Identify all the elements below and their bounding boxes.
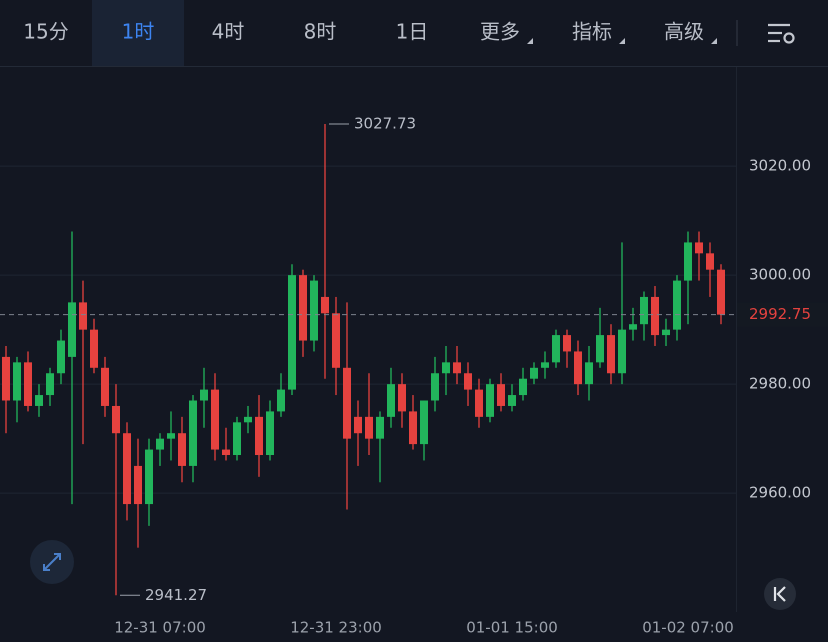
candle-body xyxy=(13,362,21,401)
extreme-label: 2941.27 xyxy=(145,586,207,604)
tab-label[interactable]: 高级 xyxy=(664,20,704,44)
candle-body xyxy=(178,433,186,466)
candle-body xyxy=(57,340,65,374)
tab-label[interactable]: 8时 xyxy=(304,20,337,44)
tab-label[interactable]: 4时 xyxy=(212,20,245,44)
candle-body xyxy=(486,384,494,417)
candle-body xyxy=(332,313,340,368)
candle-body xyxy=(134,465,142,505)
extreme-label: 3027.73 xyxy=(354,114,416,132)
tab-label[interactable]: 1时 xyxy=(122,20,155,44)
last-price-box xyxy=(737,302,828,327)
candle-body xyxy=(607,335,615,374)
candle-body xyxy=(541,362,549,368)
candle-body xyxy=(222,449,230,456)
candle-body xyxy=(552,335,560,363)
candle-body xyxy=(409,411,417,445)
candle-body xyxy=(365,416,373,439)
candle-body xyxy=(420,400,428,445)
last-price-label: 2992.75 xyxy=(749,305,811,323)
candle-body xyxy=(277,389,285,412)
candle-body xyxy=(2,356,10,401)
y-tick-label: 2960.00 xyxy=(749,484,811,502)
candle-body xyxy=(233,422,241,456)
candle-body xyxy=(376,416,384,439)
selected-tab-bg xyxy=(92,0,184,66)
candle-body xyxy=(431,373,439,401)
candle-body xyxy=(200,389,208,401)
candle-body xyxy=(530,367,538,379)
candle-body xyxy=(651,296,659,336)
expand-button[interactable] xyxy=(30,540,74,584)
candle-body xyxy=(310,280,318,341)
candle-body xyxy=(629,324,637,330)
x-tick-label: 01-01 15:00 xyxy=(466,619,558,637)
y-tick-label: 3000.00 xyxy=(749,266,811,284)
candle-body xyxy=(684,242,692,281)
candle-body xyxy=(68,302,76,357)
candle-body xyxy=(354,416,362,434)
candle-body xyxy=(387,384,395,417)
candle-body xyxy=(288,275,296,390)
candle-body xyxy=(453,362,461,374)
candle-body xyxy=(497,384,505,406)
dropdown-arrow xyxy=(527,38,533,44)
tab-label[interactable]: 1日 xyxy=(396,20,429,44)
candle-body xyxy=(112,405,120,434)
candle-body xyxy=(662,329,670,336)
candle-body xyxy=(189,400,197,466)
candle-body xyxy=(508,395,516,406)
candle-body xyxy=(123,433,131,505)
candle-body xyxy=(35,395,43,406)
candle-body xyxy=(211,389,219,450)
tab-label[interactable]: 更多 xyxy=(480,20,520,44)
candle-body xyxy=(475,389,483,417)
x-tick-label: 12-31 23:00 xyxy=(290,619,382,637)
candle-body xyxy=(156,438,164,450)
candle-body xyxy=(640,296,648,325)
candle-body xyxy=(695,242,703,254)
tab-label[interactable]: 15分 xyxy=(23,20,68,44)
candle-body xyxy=(321,296,329,314)
candle-body xyxy=(167,433,175,439)
x-tick-label: 12-31 07:00 xyxy=(114,619,206,637)
tab-label[interactable]: 指标 xyxy=(572,20,612,44)
candle-body xyxy=(519,378,527,396)
candle-body xyxy=(585,362,593,385)
candle-body xyxy=(24,362,32,406)
candle-body xyxy=(618,329,626,374)
y-tick-label: 2980.00 xyxy=(749,375,811,393)
dropdown-arrow xyxy=(711,38,717,44)
candle-body xyxy=(46,373,54,396)
candle-body xyxy=(299,275,307,341)
candle-body xyxy=(343,367,351,439)
candle-body xyxy=(442,362,450,374)
candle-body xyxy=(574,351,582,385)
dropdown-arrow xyxy=(619,38,625,44)
back-to-latest-button[interactable] xyxy=(764,578,796,610)
candle-body xyxy=(266,411,274,456)
settings-icon[interactable] xyxy=(768,23,795,44)
candle-body xyxy=(101,367,109,406)
candle-body xyxy=(145,449,153,505)
candle-body xyxy=(244,416,252,423)
candle-body xyxy=(673,280,681,330)
candle-body xyxy=(717,269,725,315)
y-tick-label: 3020.00 xyxy=(749,157,811,175)
candle-body xyxy=(464,373,472,390)
candle-body xyxy=(706,253,714,270)
candle-body xyxy=(563,335,571,352)
candle-body xyxy=(79,302,87,330)
candle-body xyxy=(398,384,406,412)
candle-body xyxy=(255,416,263,456)
candle-body xyxy=(596,335,604,363)
candle-body xyxy=(90,329,98,368)
x-tick-label: 01-02 07:00 xyxy=(642,619,734,637)
